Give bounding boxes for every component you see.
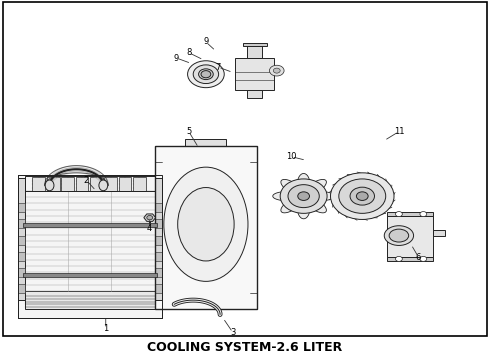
Polygon shape	[18, 252, 25, 261]
Polygon shape	[119, 177, 131, 191]
Circle shape	[298, 192, 310, 201]
Polygon shape	[433, 230, 445, 235]
Polygon shape	[155, 203, 162, 212]
Circle shape	[270, 65, 284, 76]
Text: 9: 9	[203, 37, 209, 46]
Polygon shape	[18, 235, 25, 244]
Circle shape	[273, 68, 280, 73]
Polygon shape	[281, 179, 302, 195]
Text: 2: 2	[84, 176, 89, 185]
Circle shape	[420, 212, 427, 217]
Ellipse shape	[389, 229, 409, 242]
Polygon shape	[155, 284, 162, 293]
Circle shape	[280, 179, 327, 213]
Polygon shape	[133, 177, 146, 191]
Polygon shape	[243, 42, 267, 46]
Polygon shape	[235, 58, 274, 90]
Polygon shape	[305, 197, 326, 213]
Ellipse shape	[188, 61, 224, 87]
Polygon shape	[18, 175, 162, 318]
Polygon shape	[104, 177, 117, 191]
Ellipse shape	[164, 167, 248, 282]
Text: 3: 3	[230, 328, 236, 337]
Polygon shape	[18, 203, 25, 212]
Polygon shape	[387, 212, 433, 216]
Ellipse shape	[45, 180, 54, 191]
Polygon shape	[90, 177, 103, 191]
Circle shape	[350, 187, 374, 205]
Circle shape	[420, 256, 427, 261]
Polygon shape	[18, 284, 25, 293]
Circle shape	[395, 256, 402, 261]
Polygon shape	[155, 146, 257, 309]
Circle shape	[356, 192, 368, 201]
Text: 1: 1	[103, 324, 108, 333]
Polygon shape	[306, 192, 335, 201]
Circle shape	[395, 212, 402, 217]
Polygon shape	[297, 174, 310, 194]
Polygon shape	[75, 177, 88, 191]
Text: 9: 9	[174, 54, 179, 63]
Polygon shape	[247, 90, 262, 98]
Polygon shape	[23, 273, 157, 277]
Text: 8: 8	[186, 48, 192, 57]
Text: 5: 5	[186, 127, 192, 136]
Polygon shape	[247, 45, 262, 58]
Polygon shape	[18, 220, 25, 228]
Polygon shape	[185, 139, 226, 146]
Polygon shape	[47, 177, 60, 191]
Polygon shape	[18, 178, 25, 300]
Polygon shape	[155, 178, 162, 300]
Circle shape	[201, 71, 211, 78]
Text: COOLING SYSTEM-2.6 LITER: COOLING SYSTEM-2.6 LITER	[147, 341, 343, 354]
Circle shape	[288, 185, 319, 208]
Polygon shape	[155, 268, 162, 277]
Text: 7: 7	[216, 63, 221, 72]
Polygon shape	[155, 235, 162, 244]
Text: 6: 6	[416, 253, 421, 262]
Polygon shape	[281, 197, 303, 213]
Ellipse shape	[178, 188, 234, 261]
Polygon shape	[387, 216, 433, 257]
Polygon shape	[155, 252, 162, 261]
Polygon shape	[61, 177, 74, 191]
Circle shape	[147, 216, 153, 220]
Polygon shape	[23, 223, 157, 226]
Ellipse shape	[198, 69, 213, 80]
Polygon shape	[144, 214, 156, 221]
Circle shape	[331, 173, 394, 220]
Polygon shape	[297, 198, 310, 219]
Text: 10: 10	[286, 152, 296, 161]
Ellipse shape	[384, 226, 414, 246]
Ellipse shape	[99, 180, 108, 191]
Polygon shape	[387, 257, 433, 261]
Polygon shape	[155, 220, 162, 228]
Text: 11: 11	[393, 127, 404, 136]
Polygon shape	[305, 179, 326, 195]
Polygon shape	[25, 291, 155, 309]
Ellipse shape	[193, 65, 219, 84]
Text: 4: 4	[147, 224, 152, 233]
Polygon shape	[18, 268, 25, 277]
Circle shape	[339, 179, 386, 213]
Polygon shape	[32, 177, 46, 191]
Polygon shape	[273, 192, 301, 201]
